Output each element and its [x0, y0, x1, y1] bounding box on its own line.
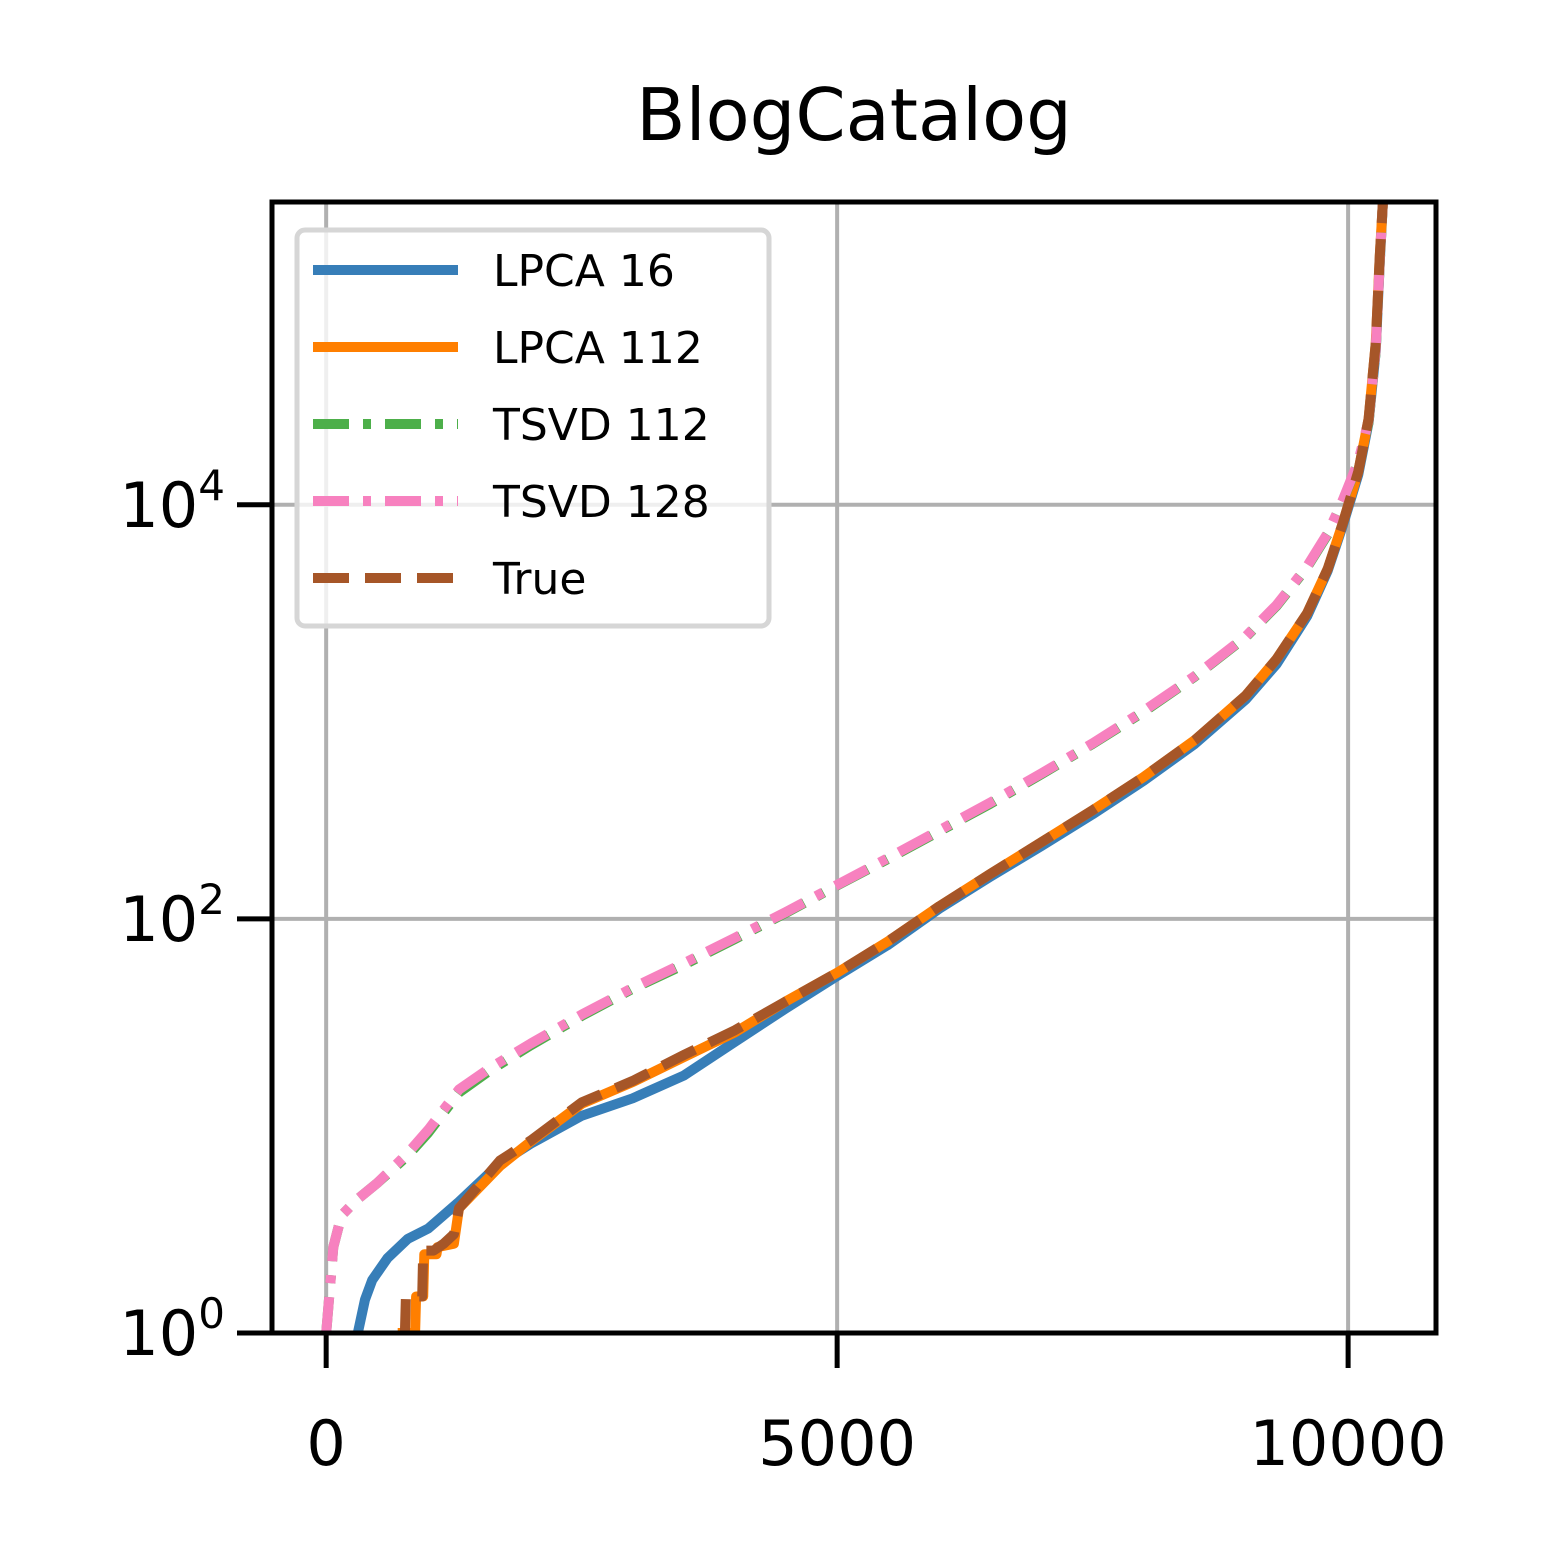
plot-frame: [269, 199, 1439, 1336]
y-tick-exponent: 0: [198, 1289, 225, 1338]
legend-label: TSVD 128: [492, 477, 710, 528]
series-line: [321, 202, 1388, 1333]
y-tick-base: 10: [119, 469, 198, 542]
x-axis: 0 5000 10000: [306, 1333, 1447, 1480]
chart-title: BlogCatalog: [636, 73, 1072, 157]
legend-label: TSVD 112: [492, 400, 710, 451]
series-line: [399, 202, 1388, 1333]
legend-label: LPCA 112: [493, 323, 703, 374]
legend: LPCA 16 LPCA 112 TSVD 112 TSVD 128 True: [294, 227, 772, 629]
x-tick-label: 10000: [1249, 1407, 1446, 1480]
x-tick-label: 0: [306, 1407, 345, 1480]
y-tick-exponent: 2: [198, 875, 225, 924]
x-tick-label: 5000: [758, 1407, 916, 1480]
legend-frame: [294, 227, 772, 629]
y-tick-exponent: 4: [198, 461, 225, 510]
plot-area: [321, 202, 1388, 1333]
legend-label: LPCA 16: [493, 246, 675, 297]
y-tick-label: 102: [119, 875, 225, 956]
y-tick-label: 100: [119, 1289, 225, 1370]
y-tick-base: 10: [119, 1297, 198, 1370]
y-tick-label: 104: [119, 461, 225, 542]
legend-label: True: [492, 554, 586, 605]
y-tick-base: 10: [119, 883, 198, 956]
